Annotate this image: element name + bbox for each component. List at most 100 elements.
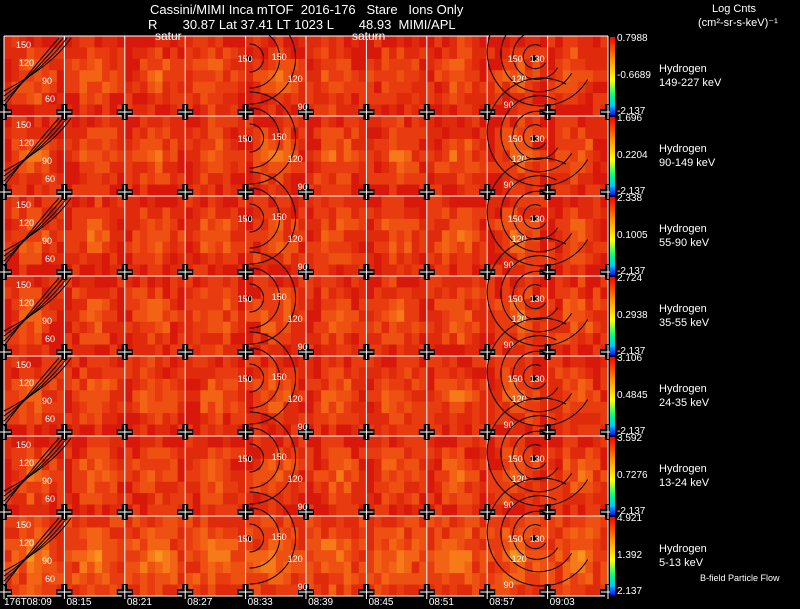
contour-label: 120 <box>512 474 527 484</box>
contour-label: 150 <box>508 54 523 64</box>
cross-marker <box>418 584 435 600</box>
contour-label: 90 <box>504 100 514 110</box>
colorbar-max: 2.724 <box>617 273 643 284</box>
panel-texture <box>547 276 609 357</box>
panel-texture <box>124 36 186 117</box>
cross-marker <box>358 504 375 520</box>
colorbar-mid: 0.2938 <box>617 310 648 321</box>
panel-texture <box>64 516 126 597</box>
panel-texture <box>245 116 307 197</box>
cross-marker <box>56 504 73 520</box>
panel-texture <box>426 116 488 197</box>
panel-texture <box>487 36 548 117</box>
contour-label: 120 <box>19 58 34 68</box>
panel-texture <box>124 276 186 357</box>
cross-marker <box>116 584 133 600</box>
panel-texture <box>185 356 246 437</box>
contour-label: 150 <box>238 54 253 64</box>
panel-texture <box>64 436 126 517</box>
colorbar <box>610 197 615 275</box>
contour-label: 90 <box>42 236 52 246</box>
cross-marker <box>0 584 12 600</box>
time-tick-label: 08:27 <box>187 597 213 608</box>
panel-texture <box>4 196 65 277</box>
contour-label: 150 <box>508 214 523 224</box>
time-tick-label: 08:33 <box>247 597 273 608</box>
contour-label: 120 <box>19 138 34 148</box>
colorbar-min: -2.137 <box>617 266 646 277</box>
cross-marker <box>56 264 73 280</box>
row-species-label: Hydrogen <box>659 303 707 315</box>
contour-mid <box>246 251 297 345</box>
cross-marker <box>358 104 375 120</box>
cross-marker <box>177 424 194 440</box>
cross-marker <box>479 424 496 440</box>
contour-label: 150 <box>238 374 253 384</box>
contour-label: 90 <box>298 342 308 352</box>
contour-label: 120 <box>288 74 303 84</box>
contour-label: 90 <box>42 156 52 166</box>
contour-label: 90 <box>298 102 308 112</box>
contour-left <box>3 517 72 587</box>
colorbar <box>610 117 615 195</box>
panel-texture <box>366 36 428 117</box>
contour-label: 150 <box>272 52 287 62</box>
row-energy-label: 13-24 keV <box>659 477 710 489</box>
contour-label: 120 <box>512 234 527 244</box>
contour-label: 130 <box>530 54 545 64</box>
cross-marker <box>56 184 73 200</box>
title-line-1: Cassini/MIMI Inca mTOF 2016-176 Stare Io… <box>150 2 464 17</box>
cross-marker <box>56 104 73 120</box>
panel-texture <box>64 116 126 197</box>
cross-marker <box>479 264 496 280</box>
cross-marker <box>479 104 496 120</box>
colorbar-max: 0.7988 <box>617 33 648 44</box>
colorbar-max: 1.696 <box>617 113 643 124</box>
colorbar-mid: 0.7276 <box>617 470 648 481</box>
panel-texture <box>185 516 246 597</box>
contour-label: 150 <box>238 454 253 464</box>
colorbar-max: 4.921 <box>617 513 643 524</box>
cross-marker <box>56 584 73 600</box>
contour-label: 150 <box>238 294 253 304</box>
contour-label: 130 <box>530 214 545 224</box>
panel-texture <box>306 36 367 117</box>
contour-label: 150 <box>238 214 253 224</box>
contour-label: 90 <box>298 422 308 432</box>
contour-label: 90 <box>504 580 514 590</box>
panel-texture <box>64 196 126 277</box>
contour-label: 90 <box>42 556 52 566</box>
cross-marker <box>358 424 375 440</box>
cross-marker <box>0 184 12 200</box>
panel-texture <box>426 36 488 117</box>
row-species-label: Hydrogen <box>659 223 707 235</box>
contour-label: 90 <box>42 76 52 86</box>
contour-label: 120 <box>288 234 303 244</box>
cross-marker <box>237 584 254 600</box>
contour-label: 60 <box>45 254 55 264</box>
cross-marker <box>116 504 133 520</box>
panel-texture <box>426 516 488 597</box>
contour-label: 150 <box>238 134 253 144</box>
contour-label: 120 <box>288 554 303 564</box>
panel-texture <box>426 356 488 437</box>
cross-marker <box>0 264 12 280</box>
panel-texture <box>366 116 428 197</box>
colorbar-min: -2.137 <box>617 506 646 517</box>
panel-texture <box>547 116 609 197</box>
panel-texture <box>185 196 246 277</box>
contour-label: 150 <box>508 134 523 144</box>
colorbar-min: 2.137 <box>617 586 643 597</box>
panel-texture <box>487 276 548 357</box>
panel-texture <box>4 516 65 597</box>
contour-label: 150 <box>16 360 31 370</box>
contour-label: 120 <box>19 218 34 228</box>
colorbar-mid: 0.2204 <box>617 150 648 161</box>
cross-marker <box>177 504 194 520</box>
panel-texture <box>124 356 186 437</box>
contour-label: 120 <box>512 314 527 324</box>
contour-label: 60 <box>45 174 55 184</box>
cross-marker <box>418 344 435 360</box>
contour-label: 150 <box>272 132 287 142</box>
cross-marker <box>237 264 254 280</box>
